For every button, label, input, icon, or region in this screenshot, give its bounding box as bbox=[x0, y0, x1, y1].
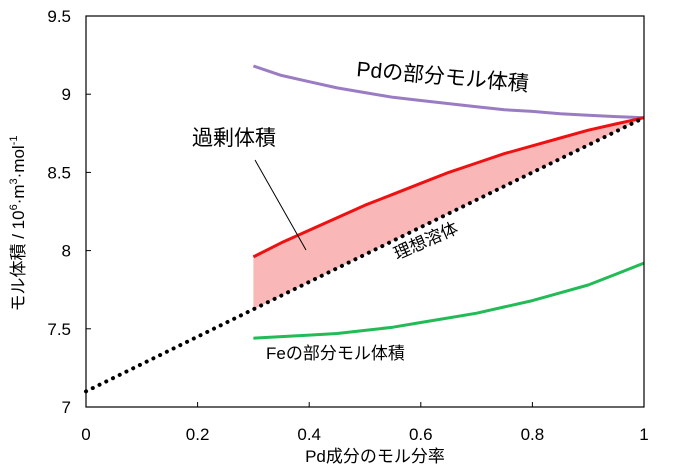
x-tick-label: 1 bbox=[639, 425, 648, 444]
x-axis-title: Pd成分のモル分率 bbox=[305, 447, 445, 466]
x-tick-label: 0.4 bbox=[297, 425, 321, 444]
axes-layer bbox=[85, 15, 645, 408]
tick-labels-layer: 0 0.2 0.4 0.6 0.8 1 7 7.5 8 8.5 9 9.5 bbox=[47, 7, 648, 444]
annotation-leader-line bbox=[254, 159, 307, 251]
y-tick-label: 7.5 bbox=[47, 320, 71, 339]
series-layer bbox=[84, 64, 646, 394]
y-axis-title-mid: ·m bbox=[9, 184, 28, 204]
y-axis-title-sup2: 3 bbox=[8, 178, 20, 184]
y-tick-label: 8 bbox=[62, 242, 71, 261]
ideal-solution-line bbox=[84, 115, 646, 394]
excess-volume-curve bbox=[252, 116, 645, 259]
x-tick-label: 0.8 bbox=[521, 425, 545, 444]
x-tick-label: 0.2 bbox=[186, 425, 210, 444]
annotation-excess-volume: 過剰体積 bbox=[192, 127, 276, 150]
y-axis-title-mid2: ·mol bbox=[9, 145, 28, 178]
y-tick-label: 8.5 bbox=[47, 163, 71, 182]
y-axis-title: モル体積 / 106·m3·mol-1 bbox=[8, 135, 28, 311]
y-tick-label: 9.5 bbox=[47, 7, 71, 26]
y-axis-title-sup3: -1 bbox=[8, 135, 20, 145]
plot-frame bbox=[85, 15, 645, 408]
x-tick-label: 0 bbox=[81, 425, 90, 444]
x-tick-label: 0.6 bbox=[409, 425, 433, 444]
y-axis-title-prefix: モル体積 / 10 bbox=[9, 210, 28, 311]
y-axis-title-sup1: 6 bbox=[8, 204, 20, 210]
pd-partial-molar-volume-line bbox=[252, 64, 645, 120]
y-tick-label: 9 bbox=[62, 85, 71, 104]
annotation-pd-partial-molar-volume: Pdの部分モル体積 bbox=[356, 58, 530, 96]
annotation-fe-partial-molar-volume: Feの部分モル体積 bbox=[266, 344, 405, 363]
fe-partial-molar-volume-line bbox=[253, 261, 645, 340]
y-tick-label: 7 bbox=[62, 398, 71, 417]
